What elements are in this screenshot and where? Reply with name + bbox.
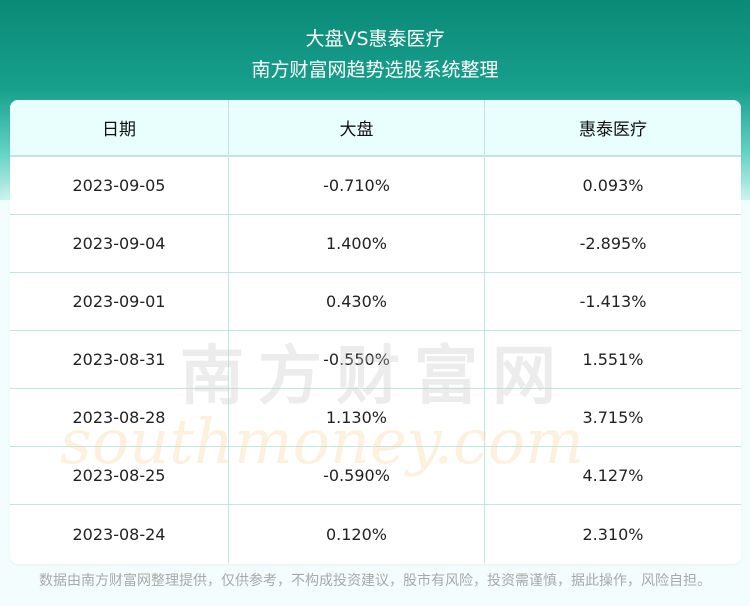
table-row: 2023-09-04 1.400% -2.895% [10, 215, 741, 273]
table-row: 2023-08-31 -0.550% 1.551% [10, 331, 741, 389]
cell-stock-change: -2.895% [579, 234, 647, 253]
table-row: 2023-08-24 0.120% 2.310% [10, 505, 741, 563]
cell-stock-change: 0.093% [582, 176, 644, 195]
cell-market-change: -0.550% [229, 331, 485, 388]
cell-market-change: -0.590% [229, 447, 485, 504]
cell-date: 2023-08-31 [10, 331, 229, 388]
table-row: 2023-08-28 1.130% 3.715% [10, 389, 741, 447]
cell-stock-change: 4.127% [582, 466, 644, 485]
table-row: 2023-09-01 0.430% -1.413% [10, 273, 741, 331]
cell-date: 2023-09-05 [10, 157, 229, 214]
cell-market-change: -0.710% [229, 157, 485, 214]
cell-stock-change: 1.551% [582, 350, 644, 369]
column-header-stock: 惠泰医疗 [579, 120, 647, 140]
cell-stock-change: -1.413% [579, 292, 647, 311]
table-header-row: 日期 大盘 惠泰医疗 [10, 100, 741, 157]
disclaimer: 数据由南方财富网整理提供，仅供参考，不构成投资建议，股市有风险，投资需谨慎，据此… [39, 573, 711, 589]
table-row: 2023-08-25 -0.590% 4.127% [10, 447, 741, 505]
comparison-table: 日期 大盘 惠泰医疗 2023-09-05 -0.710% 0.093% 2023-0… [10, 100, 741, 564]
cell-market-change: 0.120% [229, 505, 485, 563]
page-subtitle: 南方财富网趋势选股系统整理 [251, 59, 499, 81]
cell-market-change: 1.130% [229, 389, 485, 446]
column-header-market: 大盘 [229, 100, 485, 155]
cell-date: 2023-09-01 [10, 273, 229, 330]
cell-market-change: 0.430% [229, 273, 485, 330]
cell-stock-change: 2.310% [582, 524, 644, 544]
cell-market-change: 1.400% [229, 215, 485, 272]
cell-date: 2023-08-24 [10, 505, 229, 563]
table-row: 2023-09-05 -0.710% 0.093% [10, 157, 741, 215]
cell-date: 2023-08-28 [10, 389, 229, 446]
cell-stock-change: 3.715% [582, 408, 644, 427]
column-header-date: 日期 [10, 100, 229, 155]
cell-date: 2023-08-25 [10, 447, 229, 504]
cell-date: 2023-09-04 [10, 215, 229, 272]
page-title: 大盘VS惠泰医疗 [305, 28, 445, 50]
